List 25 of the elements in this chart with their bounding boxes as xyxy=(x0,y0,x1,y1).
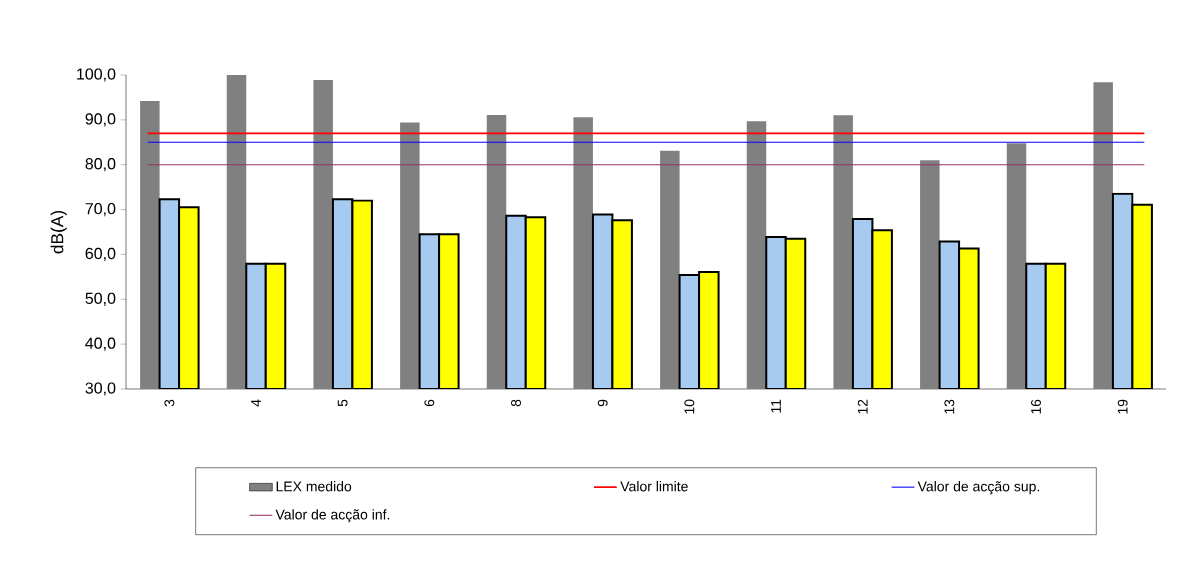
y-axis-title: dB(A) xyxy=(50,210,67,254)
x-tick-label: 3 xyxy=(164,399,175,407)
legend-label: Valor limite xyxy=(620,481,688,492)
x-tick-label: 13 xyxy=(944,399,955,414)
y-tick-label: 40,0 xyxy=(85,337,116,351)
x-tick-label: 8 xyxy=(511,399,521,407)
x-tick-label: 19 xyxy=(1117,399,1128,414)
x-tick-label: 10 xyxy=(684,399,695,414)
y-tick-label: 50,0 xyxy=(85,292,116,306)
y-tick-label: 60,0 xyxy=(85,247,116,262)
x-tick-label: 5 xyxy=(337,399,348,407)
y-tick-label: 30,0 xyxy=(85,382,116,396)
y-tick-label: 90,0 xyxy=(85,113,116,127)
y-tick-label: 70,0 xyxy=(85,202,116,217)
x-tick-label: 4 xyxy=(251,399,261,407)
x-tick-label: 9 xyxy=(597,399,608,407)
legend-label: Valor de acção sup. xyxy=(917,481,1040,495)
x-tick-label: 6 xyxy=(424,399,435,407)
legend-label: LEX medido xyxy=(276,481,352,492)
x-tick-label: 12 xyxy=(857,399,868,414)
y-tick-label: 100,0 xyxy=(77,68,116,82)
x-tick-label: 11 xyxy=(771,399,781,413)
legend-label: Valor de acção inf. xyxy=(275,509,390,523)
x-tick-label: 16 xyxy=(1031,399,1041,414)
y-tick-label: 80,0 xyxy=(85,158,116,172)
